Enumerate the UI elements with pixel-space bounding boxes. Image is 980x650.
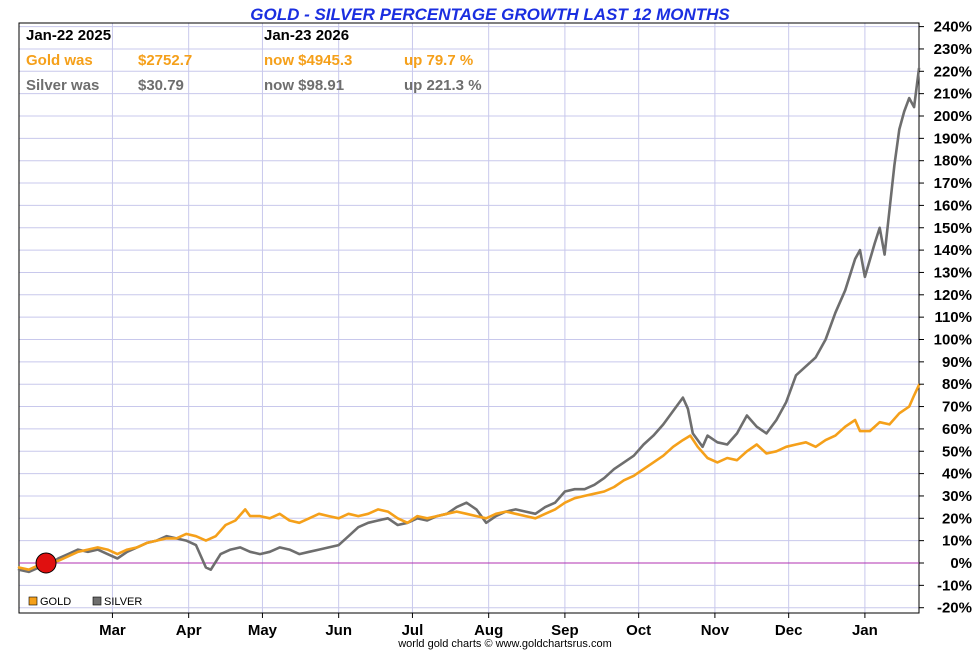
y-tick-label: 170% bbox=[934, 175, 972, 192]
y-tick-label: 0% bbox=[950, 555, 972, 572]
gold-label: Gold was bbox=[26, 52, 93, 69]
start-date: Jan-22 2025 bbox=[26, 27, 111, 44]
y-tick-label: 50% bbox=[942, 443, 972, 460]
y-tick-label: 30% bbox=[942, 488, 972, 505]
y-tick-label: 240% bbox=[934, 19, 972, 36]
y-tick-label: 40% bbox=[942, 466, 972, 483]
y-tick-label: 70% bbox=[942, 399, 972, 416]
series-layer bbox=[17, 67, 921, 574]
y-tick-label: 140% bbox=[934, 242, 972, 259]
end-date: Jan-23 2026 bbox=[264, 27, 349, 44]
legend: GOLD SILVER bbox=[28, 596, 142, 608]
start-marker bbox=[35, 552, 57, 574]
x-tick-label: May bbox=[248, 622, 278, 639]
y-axis: -20% -10% 0% 10% 20% 30% 40% 50% 60% 70% 80% 90% 100… bbox=[919, 19, 972, 617]
legend-silver-swatch bbox=[92, 596, 102, 606]
gold-change: up 79.7 % bbox=[404, 52, 473, 69]
x-tick-label: Oct bbox=[626, 622, 651, 639]
y-tick-label: 200% bbox=[934, 108, 972, 125]
x-axis: Mar Apr May Jun Jul Aug Sep Oct Nov Dec Jan bbox=[99, 613, 878, 639]
y-tick-label: 110% bbox=[934, 309, 972, 326]
y-tick-label: 220% bbox=[934, 63, 972, 80]
y-tick-label: 150% bbox=[934, 220, 972, 237]
y-tick-label: 210% bbox=[934, 86, 972, 103]
x-tick-label: Jun bbox=[325, 622, 352, 639]
silver-was-value: $30.79 bbox=[138, 77, 184, 94]
gold-series-line bbox=[17, 383, 921, 572]
silver-change: up 221.3 % bbox=[404, 77, 482, 94]
y-tick-label: 130% bbox=[934, 264, 972, 281]
y-tick-label: 60% bbox=[942, 421, 972, 438]
x-tick-label: Jan bbox=[852, 622, 878, 639]
legend-gold-swatch bbox=[28, 596, 38, 606]
y-tick-label: 190% bbox=[934, 130, 972, 147]
gold-was-value: $2752.7 bbox=[138, 52, 192, 69]
y-tick-label: -20% bbox=[937, 600, 972, 617]
y-tick-label: 230% bbox=[934, 41, 972, 58]
y-tick-label: 120% bbox=[934, 287, 972, 304]
chart-title: GOLD - SILVER PERCENTAGE GROWTH LAST 12 … bbox=[250, 5, 730, 24]
x-tick-label: Mar bbox=[99, 622, 126, 639]
silver-now-value: now $98.91 bbox=[264, 77, 344, 94]
gridlines bbox=[19, 23, 919, 613]
y-tick-label: 100% bbox=[934, 332, 972, 349]
x-tick-label: Sep bbox=[551, 622, 579, 639]
y-tick-label: 10% bbox=[942, 533, 972, 550]
y-tick-label: 90% bbox=[942, 354, 972, 371]
silver-label: Silver was bbox=[26, 77, 99, 94]
y-tick-label: 20% bbox=[942, 510, 972, 527]
y-tick-label: 160% bbox=[934, 197, 972, 214]
gold-now-value: now $4945.3 bbox=[264, 52, 352, 69]
plot-frame bbox=[18, 22, 920, 614]
y-tick-label: 180% bbox=[934, 153, 972, 170]
y-tick-label: -10% bbox=[937, 577, 972, 594]
legend-gold-label: GOLD bbox=[40, 596, 71, 608]
x-tick-label: Dec bbox=[775, 622, 803, 639]
credit: world gold charts © www.goldchartsrus.co… bbox=[397, 638, 612, 650]
x-tick-label: Jul bbox=[402, 622, 424, 639]
x-tick-label: Apr bbox=[176, 622, 202, 639]
legend-silver-label: SILVER bbox=[104, 596, 142, 608]
x-tick-label: Aug bbox=[474, 622, 503, 639]
y-tick-label: 80% bbox=[942, 376, 972, 393]
x-tick-label: Nov bbox=[701, 622, 730, 639]
